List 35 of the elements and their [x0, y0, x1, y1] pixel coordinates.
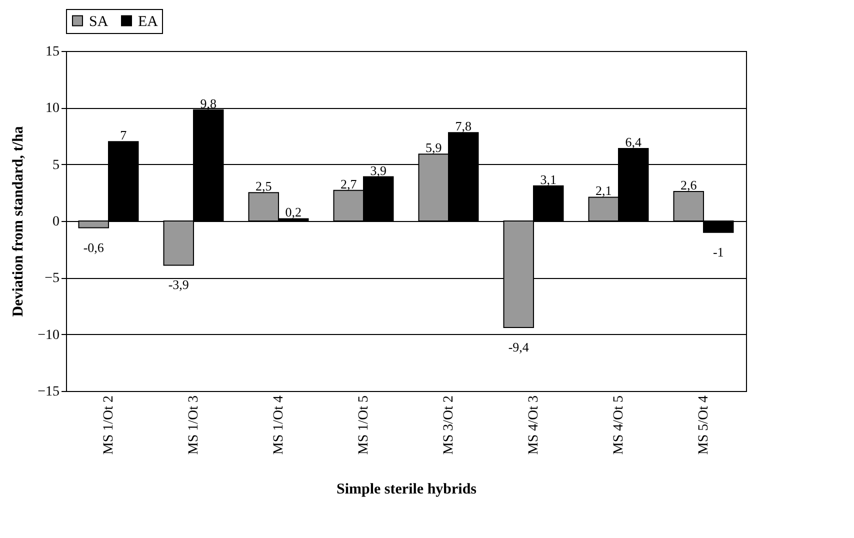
- x-tick-label: MS 1/Ot 5: [356, 396, 372, 455]
- data-label: 2,5: [256, 178, 272, 194]
- data-label: 2,7: [340, 176, 358, 192]
- data-label: -1: [712, 244, 724, 260]
- data-label: -9,4: [508, 340, 530, 355]
- data-label: 9,8: [200, 96, 216, 111]
- legend-label: EA: [138, 14, 158, 30]
- x-tick-label: MS 4/Ot 3: [526, 396, 542, 455]
- y-tick-label: −15: [38, 384, 60, 400]
- data-label: 5,9: [426, 140, 442, 156]
- y-tick-label: −5: [44, 271, 60, 286]
- data-label: -0,6: [83, 240, 104, 255]
- data-label: 0,2: [285, 204, 302, 220]
- x-tick-label: MS 5/Ot 4: [696, 396, 712, 455]
- y-tick-label: 0: [52, 214, 60, 230]
- data-label: 7: [120, 128, 128, 143]
- y-axis-title: Deviation from standard, t/ha: [10, 126, 27, 317]
- y-tick-label: 15: [46, 44, 60, 60]
- x-tick-label: MS 1/Ot 2: [102, 396, 116, 455]
- data-label: 3,1: [540, 172, 556, 187]
- legend-label: SA: [89, 14, 108, 30]
- x-tick-label: MS 3/Ot 2: [442, 396, 456, 455]
- y-tick-label: −10: [38, 328, 60, 343]
- x-axis-title: Simple sterile hybrids: [336, 482, 477, 498]
- data-label: 2,1: [596, 183, 612, 198]
- x-tick-label: MS 4/Ot 5: [612, 396, 626, 455]
- x-tick-label: MS 1/Ot 4: [272, 396, 286, 455]
- data-label: -3,9: [168, 277, 189, 292]
- y-tick-label: 5: [52, 158, 60, 173]
- data-label: 7,8: [455, 118, 472, 134]
- data-label: 6,4: [625, 134, 642, 150]
- data-label: 3,9: [370, 162, 386, 178]
- data-label: 2,6: [680, 178, 698, 193]
- x-tick-label: MS 1/Ot 3: [186, 396, 202, 455]
- y-tick-label: 10: [46, 101, 60, 116]
